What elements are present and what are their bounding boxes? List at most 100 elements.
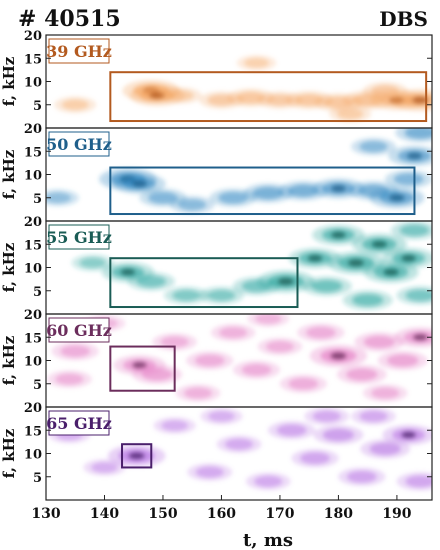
heat-blob (306, 326, 336, 339)
heat-blob (218, 191, 248, 204)
heat-blob-core (407, 152, 422, 160)
x-tick-label: 160 (207, 506, 236, 522)
heat-blob-core (383, 268, 399, 276)
heat-blob (300, 452, 330, 464)
heat-blob-core (120, 268, 136, 276)
y-tick-label: 10 (24, 76, 42, 91)
panel-4: 60 GHz 5 10 15 20 f, kHz (0, 308, 433, 408)
heat-blob (404, 128, 432, 139)
heat-blob (160, 336, 189, 348)
heat-blob (161, 420, 188, 431)
y-tick-label: 15 (24, 424, 42, 439)
y-tick-label: 20 (24, 215, 42, 230)
heat-blob (194, 354, 225, 367)
heat-blob (371, 85, 400, 97)
heat-blob (252, 187, 284, 200)
freq-label-box (48, 38, 110, 64)
y-tick-label: 10 (24, 448, 42, 463)
freq-label: 55 GHz (46, 228, 112, 247)
heat-blob (62, 99, 89, 110)
heat-blob (255, 314, 282, 324)
heat-blob (195, 466, 224, 478)
heat-blob (184, 387, 213, 399)
heatmap-blobs (48, 407, 432, 491)
heat-blob (405, 475, 432, 488)
heat-blob (178, 199, 207, 211)
highlight-box (109, 257, 299, 309)
heat-blob (393, 173, 424, 185)
freq-label: 65 GHz (46, 414, 112, 433)
freq-label-box (48, 410, 110, 436)
heat-blob-core (371, 240, 388, 248)
heat-blob (387, 354, 419, 367)
shot-label: # 40515 (18, 6, 121, 32)
heat-blob (167, 90, 194, 101)
heat-blob-core (412, 333, 428, 341)
heat-blob (352, 293, 384, 307)
x-tick-label: 140 (90, 506, 119, 522)
highlight-box (121, 443, 153, 469)
y-tick-label: 20 (24, 401, 42, 416)
heat-blob (148, 191, 178, 204)
y-tick-label: 10 (24, 262, 42, 277)
heat-blob (322, 428, 355, 441)
y-tick-label: 15 (24, 238, 42, 253)
y-tick-label: 5 (33, 192, 42, 207)
heat-blob (91, 462, 118, 473)
y-tick-label: 20 (24, 29, 42, 44)
heat-blob (363, 335, 395, 348)
x-tick-label: 150 (148, 506, 177, 522)
heat-blob-core (412, 96, 429, 104)
highlight-box (109, 166, 416, 216)
x-tick-label: 170 (265, 506, 294, 522)
diagnostic-label: DBS (379, 7, 428, 31)
heat-blob (60, 345, 91, 358)
heat-blob (219, 327, 248, 339)
freq-label: 39 GHz (46, 42, 112, 61)
heat-blob (207, 289, 236, 301)
heat-blob-core (331, 184, 346, 192)
freq-label: 60 GHz (46, 321, 112, 340)
y-axis-label: f, kHz (0, 242, 18, 292)
heat-blob (241, 364, 272, 376)
heat-blob (254, 475, 283, 487)
highlight-box (109, 345, 176, 392)
heat-blob-core (347, 259, 365, 267)
panel-1: 39 GHz 5 10 15 20 f, kHz (0, 29, 433, 129)
y-axis-label: f, kHz (0, 428, 18, 478)
heat-blob (311, 280, 343, 293)
y-axis-label: f, kHz (0, 56, 18, 106)
y-tick-label: 10 (24, 355, 42, 370)
y-tick-label: 15 (24, 331, 42, 346)
panel-5: 65 GHz 5 10 15 20 f, kHz (0, 401, 433, 501)
freq-label: 50 GHz (46, 135, 112, 154)
y-tick-label: 10 (24, 169, 42, 184)
y-tick-label: 15 (24, 145, 42, 160)
heat-blob (79, 257, 106, 269)
x-tick-label: 180 (324, 506, 353, 522)
y-tick-label: 15 (24, 52, 42, 67)
freq-label-box (48, 317, 110, 343)
heat-blob-core (389, 194, 405, 202)
heat-blob (244, 58, 269, 68)
heat-blob (347, 470, 377, 483)
heat-blob-core (330, 352, 347, 360)
heat-blob (371, 387, 400, 399)
panel-3: 55 GHz 5 10 15 20 f, kHz (0, 215, 433, 315)
y-tick-label: 5 (33, 285, 42, 300)
heatmap-blobs (54, 55, 432, 123)
y-axis-label: f, kHz (0, 335, 18, 385)
heat-blob (359, 410, 388, 422)
heat-blob (369, 442, 401, 455)
x-tick-label: 190 (382, 506, 411, 522)
heat-blob-core (401, 254, 416, 262)
freq-label-box (48, 224, 110, 250)
x-tick-label: 130 (31, 506, 60, 522)
panel-2: 50 GHz 5 10 15 20 f, kHz (0, 122, 433, 222)
heat-blob (336, 108, 364, 120)
x-axis: 130 140 150 160 170 180 190 (31, 495, 412, 522)
heat-blob (208, 411, 235, 422)
y-tick-label: 20 (24, 308, 42, 323)
heat-blob (55, 373, 84, 385)
